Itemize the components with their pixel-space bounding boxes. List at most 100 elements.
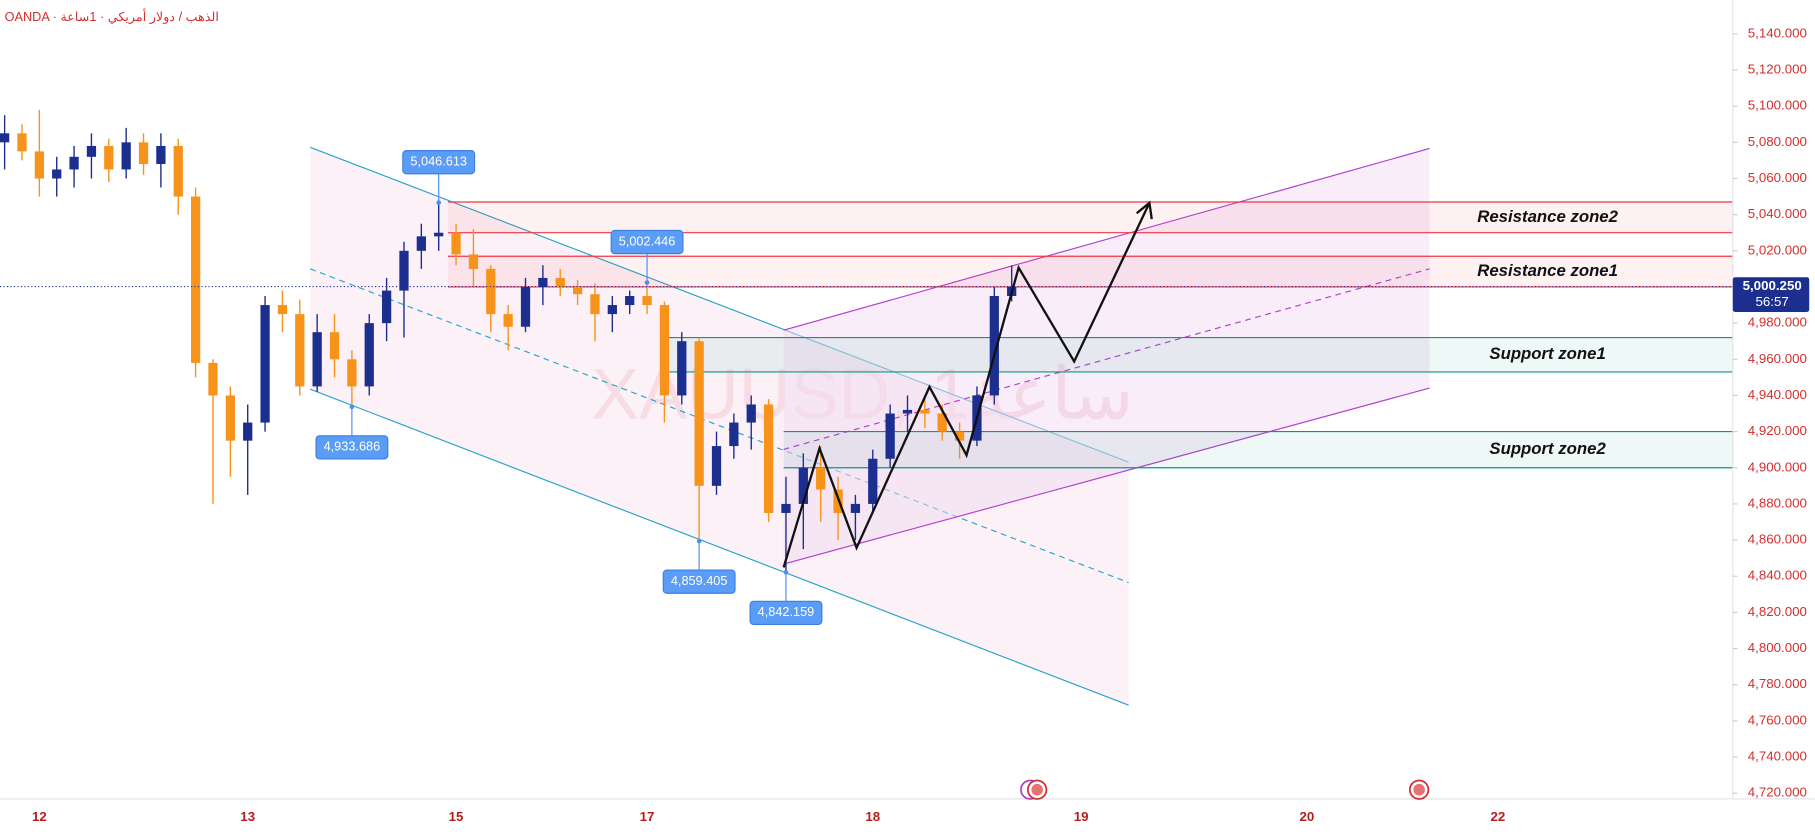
y-tick-label: 4,840.000 [1748,568,1807,583]
candle-body [937,413,947,432]
candle-body [190,196,201,363]
channel-mid [783,268,1430,450]
projection-arrow [1135,200,1153,220]
y-tick-label: 5,060.000 [1748,170,1807,185]
zone-label: Support zone1 [1489,344,1605,363]
candle-body [121,142,131,170]
y-tick-label: 4,820.000 [1748,604,1807,619]
candle-body [364,323,374,387]
y-tick-label: 4,720.000 [1748,785,1807,800]
callout-box [662,569,736,594]
candle-body [156,145,166,165]
zone [447,201,1733,233]
candle-body [625,296,635,306]
zone-label: Resistance zone2 [1477,207,1618,226]
callout-dot [436,200,442,206]
x-tick-label: 19 [1074,809,1089,824]
candle-body [989,296,999,396]
countdown: 56:57 [1756,294,1789,309]
candle-body [816,467,826,490]
callout-dot [783,570,789,575]
candle-body [503,314,513,327]
candle-body [260,305,270,423]
x-tick-label: 13 [240,809,255,824]
candle-body [295,314,305,387]
callout-label: 5,002.446 [619,233,676,248]
y-tick-label: 4,780.000 [1748,676,1807,691]
callout-box [749,600,823,626]
candle-body [434,232,444,237]
y-tick-label: 4,880.000 [1748,495,1807,510]
candle-body [69,156,79,170]
channel-line [310,388,1129,706]
candle-body [659,305,670,396]
y-tick-label: 5,020.000 [1748,242,1807,257]
candle-body [520,286,531,327]
zone-label: Resistance zone1 [1477,261,1618,280]
candle-body [104,145,114,170]
channel-line [783,147,1430,331]
candle-body [86,145,97,157]
x-tick-label: 17 [640,809,655,824]
current-price-box [1732,277,1810,312]
header: OANDA · الذهب / دولار أمريكي · 1ساعة [5,8,219,25]
y-tick-label: 5,080.000 [1748,134,1807,149]
callout-label: 4,842.159 [758,604,815,619]
y-tick-label: 4,800.000 [1748,640,1807,655]
current-price-label: 5,000.250 [1743,278,1802,293]
candle-body [243,422,253,441]
candle-body [538,277,548,287]
candle-body [52,169,62,179]
y-tick-label: 4,940.000 [1748,387,1807,402]
y-tick-label: 4,920.000 [1748,423,1807,438]
candle-body [34,151,44,179]
candle-body [399,250,409,291]
channel-fill [783,148,1430,565]
candle-body [572,286,583,295]
candle-body [0,133,10,143]
candle-body [763,404,774,513]
channel-line [783,387,1430,565]
zone [665,337,1733,372]
callout-box [315,435,389,460]
candle-body [607,305,617,315]
projection-path [782,202,1151,568]
y-tick-label: 4,900.000 [1748,459,1807,474]
candle-body [798,467,808,504]
y-tick-label: 4,740.000 [1748,749,1807,764]
callout-box [610,229,684,255]
candle-body [555,277,565,287]
y-tick-label: 5,100.000 [1748,98,1807,113]
candle-body [347,359,357,387]
callout-label: 4,933.686 [324,439,381,454]
candle-body [486,268,496,315]
candle-body [954,431,965,441]
candle-body [902,409,913,414]
candle-body [416,236,426,251]
candle-body [17,133,27,152]
x-tick-label: 22 [1490,809,1505,824]
candle-body [138,142,149,165]
candle-body [173,145,183,197]
candle-body [781,503,791,513]
y-tick-label: 5,040.000 [1748,206,1807,221]
y-tick-label: 4,760.000 [1748,712,1807,727]
x-tick-label: 20 [1299,809,1314,824]
candle-body [920,409,930,414]
zone-label: Support zone2 [1489,439,1606,458]
x-tick-label: 15 [449,809,464,824]
candle-body [729,422,739,447]
callout-dot [349,404,355,410]
candle-body [468,254,479,269]
y-tick-label: 5,120.000 [1748,62,1807,77]
candle-body [208,362,218,396]
callout-dot [644,280,650,285]
candle-body [677,341,687,396]
candle-body [694,341,704,486]
candle-body [642,296,652,306]
x-tick-label: 12 [32,809,47,824]
event-icon [1020,779,1430,800]
candle-body [451,232,461,255]
